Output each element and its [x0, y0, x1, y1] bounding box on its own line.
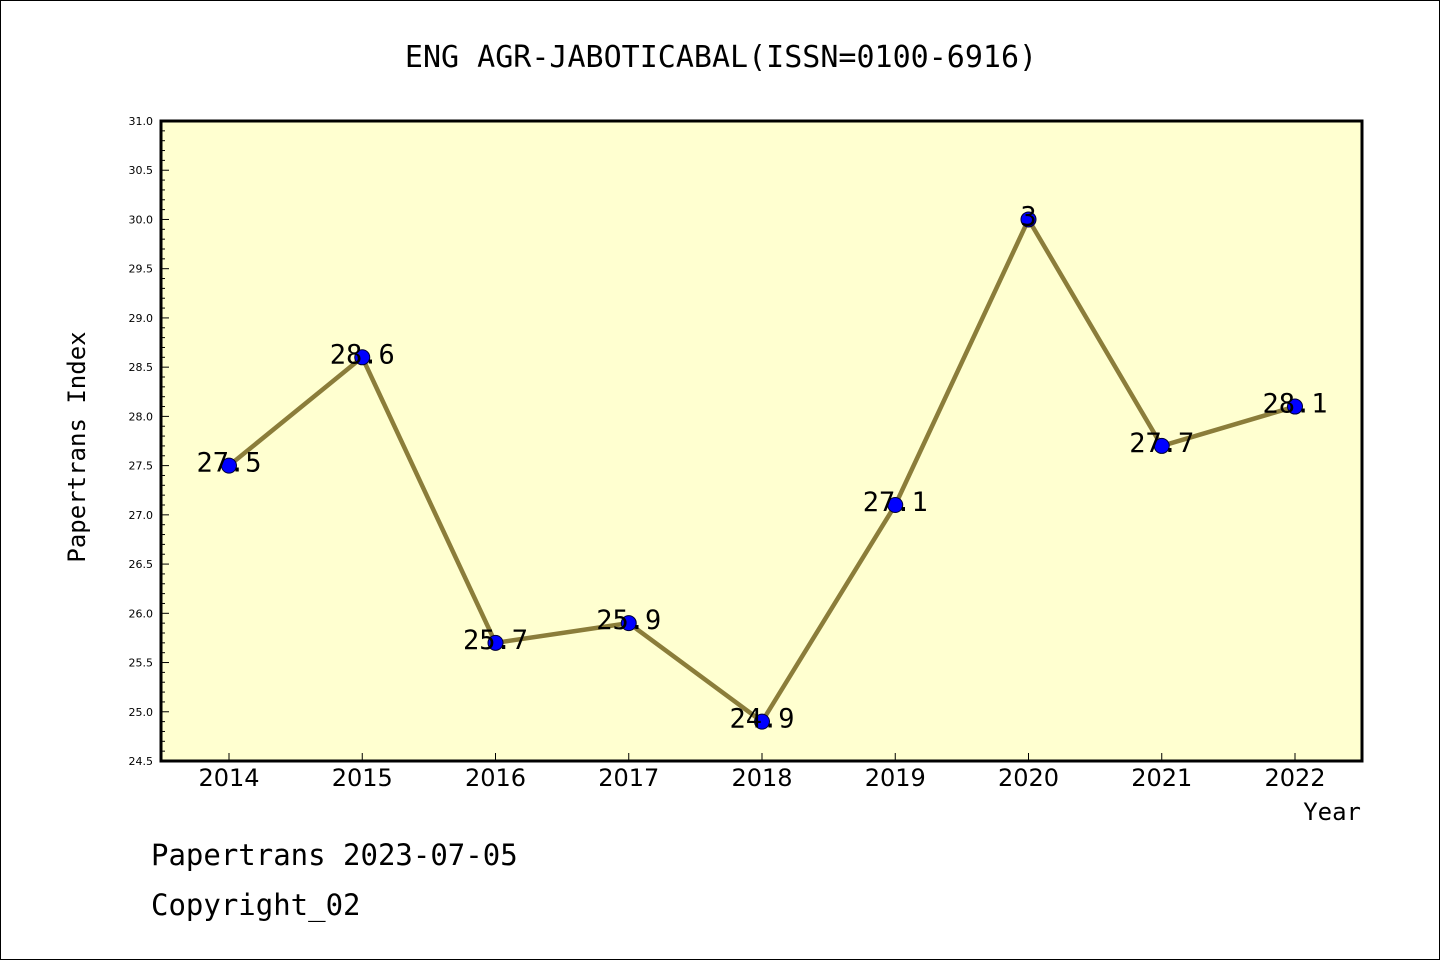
data-label: 25.7 — [463, 625, 528, 656]
data-label: 28.1 — [1262, 389, 1327, 420]
y-tick-label: 27.0 — [129, 509, 154, 522]
data-labels: 27.5 28.6 25.7 25.9 24.9 27.1 3 27.7 28.1 — [196, 201, 1327, 734]
data-label: 27.5 — [196, 448, 261, 479]
data-point — [1153, 437, 1170, 454]
footer-date: Papertrans 2023-07-05 — [151, 838, 518, 872]
x-tick-label: 2018 — [731, 764, 792, 792]
y-tick-label: 28.5 — [129, 361, 154, 374]
y-tick-label: 26.0 — [129, 607, 154, 620]
data-point — [1020, 211, 1037, 228]
y-tick-label: 25.5 — [129, 657, 154, 670]
y-tick-label: 30.0 — [129, 213, 154, 226]
footer-copyright: Copyright_02 — [151, 888, 361, 923]
y-tick-label: 30.5 — [129, 164, 154, 177]
data-label: 28.6 — [330, 339, 395, 370]
data-point — [620, 615, 637, 632]
data-point — [221, 457, 237, 474]
x-axis-ticks: 2014 2015 2016 2017 2018 2019 2020 2021 2022 — [198, 753, 1326, 792]
y-tick-label: 29.0 — [129, 312, 154, 325]
data-label: 27.7 — [1129, 428, 1194, 459]
data-label: 27.1 — [863, 487, 928, 518]
data-label: 24.9 — [729, 704, 794, 735]
data-label: 3 — [1020, 201, 1036, 232]
data-point — [1287, 398, 1303, 415]
x-tick-label: 2020 — [998, 764, 1059, 792]
y-tick-label: 28.0 — [129, 410, 154, 423]
x-axis-label: Year — [1303, 798, 1361, 826]
y-tick-label: 31.0 — [129, 115, 154, 128]
x-tick-label: 2021 — [1131, 764, 1192, 792]
data-point — [354, 349, 371, 366]
y-tick-label: 29.5 — [129, 263, 154, 276]
series-markers — [221, 211, 1303, 730]
data-point — [754, 713, 770, 730]
x-tick-label: 2014 — [198, 764, 259, 792]
y-tick-label: 26.5 — [129, 558, 154, 571]
chart-title: ENG AGR-JABOTICABAL(ISSN=0100-6916) — [405, 40, 1037, 75]
x-tick-label: 2017 — [598, 764, 659, 792]
x-tick-label: 2016 — [465, 764, 526, 792]
y-tick-label: 24.5 — [129, 755, 154, 768]
x-tick-label: 2019 — [865, 764, 926, 792]
y-tick-label: 25.0 — [129, 706, 154, 719]
x-tick-label: 2015 — [332, 764, 393, 792]
data-label: 25.9 — [596, 605, 661, 636]
data-point — [887, 497, 904, 513]
x-tick-label: 2022 — [1264, 764, 1325, 792]
data-point — [487, 634, 504, 651]
y-tick-label: 27.5 — [129, 460, 154, 473]
y-axis-ticks: 24.5 25.0 25.5 26.0 26.5 27.0 27.5 28.0 28.5 29.0… — [129, 115, 169, 768]
y-axis-label: Papertrans Index — [63, 331, 91, 562]
